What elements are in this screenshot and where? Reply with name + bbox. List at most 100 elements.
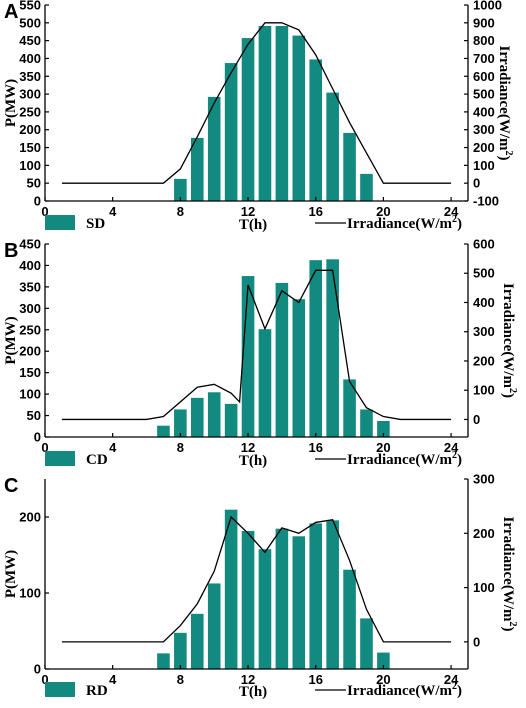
- y2-tick-label: 800: [473, 33, 495, 48]
- y-axis-title: P(MW): [3, 79, 19, 127]
- y-tick-label: 350: [19, 69, 41, 84]
- x-tick-label: 12: [241, 672, 255, 687]
- y2-tick-label: 500: [473, 266, 495, 281]
- y-tick-label: 50: [27, 408, 41, 423]
- x-tick-label: 20: [376, 672, 390, 687]
- legend-line-label-sup: 2: [452, 681, 457, 692]
- y-tick-label: 300: [19, 301, 41, 316]
- y-tick-label: 50: [27, 176, 41, 191]
- y-tick-label: 250: [19, 104, 41, 119]
- y-tick-label: 150: [19, 365, 41, 380]
- y2-tick-label: 500: [473, 87, 495, 102]
- y-tick-label: 0: [34, 430, 41, 445]
- legend-line-label-main: Irradiance(W/m: [347, 216, 452, 232]
- y-tick-label: 350: [19, 279, 41, 294]
- irradiance-line-b: [61, 269, 452, 421]
- legend-line-label-sup: 2: [452, 214, 457, 225]
- bar-c-18: [342, 569, 357, 670]
- y-tick-label: 400: [19, 258, 41, 273]
- y2-tick-label: 200: [473, 353, 495, 368]
- y2-tick-label: 300: [473, 324, 495, 339]
- y-tick-label: 550: [19, 0, 41, 13]
- bar-c-10: [207, 582, 222, 670]
- legend-bar-label: CD: [86, 452, 108, 468]
- y2-tick-label: 0: [473, 176, 480, 191]
- bar-b-11: [224, 403, 239, 438]
- y-tick-label: 100: [19, 387, 41, 402]
- y-tick-label: 100: [19, 158, 41, 173]
- irradiance-line-a: [61, 22, 452, 184]
- bar-b-8: [173, 408, 188, 438]
- legend-line-label-close: ): [457, 216, 462, 232]
- y2-axis-title-close: ): [500, 626, 516, 631]
- y2-tick-label: 0: [473, 412, 480, 427]
- y2-axis-title-sup: 2: [507, 388, 518, 393]
- bar-a-12: [241, 37, 255, 202]
- y2-axis-title-close: ): [500, 393, 516, 398]
- bar-b-7: [156, 425, 171, 438]
- y-tick-label: 300: [19, 87, 41, 102]
- y2-tick-label: 400: [473, 295, 495, 310]
- legend-bar-label: RD: [86, 683, 108, 699]
- bar-a-11: [224, 62, 239, 202]
- y2-tick-label: 900: [473, 15, 495, 30]
- y-tick-label: 400: [19, 51, 41, 66]
- bar-b-10: [207, 391, 222, 438]
- y2-tick-label: 400: [473, 104, 495, 119]
- x-tick-label: 0: [41, 204, 48, 219]
- x-axis-title: T(h): [239, 453, 267, 469]
- y-tick-label: 200: [19, 510, 41, 525]
- bar-c-12: [241, 530, 255, 670]
- legend-bar-label: SD: [86, 216, 105, 232]
- bar-b-16: [308, 259, 323, 438]
- bar-a-9: [190, 137, 205, 202]
- bar-b-9: [190, 397, 205, 438]
- x-tick-label: 24: [444, 672, 459, 687]
- x-tick-label: 20: [376, 204, 390, 219]
- y2-axis-title-sup: 2: [503, 150, 514, 155]
- bar-a-14: [274, 25, 289, 202]
- bar-a-19: [359, 173, 374, 202]
- bar-a-18: [342, 132, 357, 202]
- chart-panel-b: 0 4 8 12 16 20 24 0 50 100 150 200 250 300 350 400 450 0 1…: [3, 237, 518, 470]
- y2-tick-label: 600: [473, 69, 495, 84]
- x-tick-label: 0: [41, 672, 48, 687]
- legend-line-label-close: ): [457, 452, 462, 468]
- bar-c-16: [308, 522, 323, 670]
- y2-axis-title: Irradiance(W/m2): [500, 283, 518, 398]
- bar-a-17: [325, 92, 340, 202]
- legend-line-label: Irradiance(W/m2): [347, 214, 462, 232]
- chart-panel-a: 0 4 8 12 16 20 2405010015020025030035040045050…: [3, 0, 514, 233]
- y2-axis-title: Irradiance(W/m2): [500, 517, 518, 632]
- y2-axis-title-sup: 2: [507, 621, 518, 626]
- panel-label: C: [4, 475, 18, 497]
- bar-c-15: [291, 535, 306, 670]
- x-tick-label: 20: [376, 440, 390, 455]
- legend-line-label-sup: 2: [452, 450, 457, 461]
- irradiance-line-c: [61, 515, 452, 643]
- y2-tick-label: -100: [473, 194, 499, 209]
- y2-tick-label: 200: [473, 140, 495, 155]
- legend-bar-swatch: [45, 451, 75, 466]
- bar-b-15: [291, 298, 306, 438]
- y-tick-label: 200: [19, 122, 41, 137]
- x-tick-label: 24: [444, 204, 459, 219]
- bar-c-13: [258, 548, 272, 670]
- y-axis-title: P(MW): [3, 316, 19, 364]
- y-tick-label: 0: [34, 194, 41, 209]
- x-axis-title: T(h): [239, 217, 267, 233]
- x-tick-label: 16: [308, 204, 322, 219]
- y2-tick-label: 700: [473, 51, 495, 66]
- y-tick-label: 450: [19, 237, 41, 252]
- y2-tick-label: 600: [473, 237, 495, 252]
- y2-tick-label: 1000: [473, 0, 502, 13]
- bar-c-19: [359, 617, 374, 670]
- y2-tick-label: 100: [473, 580, 495, 595]
- x-tick-label: 16: [308, 672, 322, 687]
- bar-c-7: [156, 652, 171, 670]
- y2-axis-title-main: Irradiance(W/m: [496, 46, 512, 151]
- bar-b-14: [274, 282, 289, 438]
- legend-bar-swatch: [45, 682, 75, 697]
- y-axis-title: P(MW): [3, 550, 19, 598]
- y2-axis-title-main: Irradiance(W/m: [500, 517, 516, 622]
